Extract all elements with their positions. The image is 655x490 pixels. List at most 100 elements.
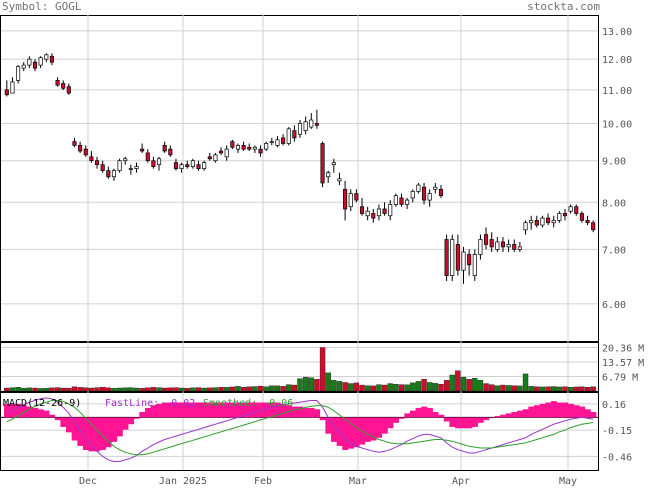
candle-body <box>72 141 77 146</box>
volume-bar <box>584 387 591 392</box>
candle-body <box>179 164 184 169</box>
candle-body <box>185 164 190 167</box>
macd-histogram-bar <box>212 402 219 418</box>
volume-bar <box>319 347 326 392</box>
site-name[interactable]: stockta.com <box>527 0 600 13</box>
macd-histogram-bar <box>20 405 27 418</box>
candle-body <box>78 145 83 152</box>
volume-bar <box>410 382 416 392</box>
macd-histogram-bar <box>342 417 349 450</box>
macd-histogram-bar <box>347 417 354 449</box>
macd-histogram-bar <box>49 414 56 418</box>
volume-bar <box>427 382 433 392</box>
macd-histogram-bar <box>94 417 101 452</box>
volume-bar <box>359 384 365 392</box>
candle-body <box>337 178 342 182</box>
candle-body <box>111 170 116 178</box>
macd-histogram-bar <box>387 417 394 429</box>
volume-bar <box>381 384 388 392</box>
volume-bar <box>545 386 551 392</box>
candle-body <box>49 55 54 63</box>
macd-histogram-bar <box>364 417 371 442</box>
volume-bar <box>173 387 179 392</box>
macd-histogram-bar <box>161 402 168 418</box>
candle-body <box>557 213 562 221</box>
volume-bar <box>235 386 241 392</box>
volume-bar <box>551 386 557 392</box>
macd-histogram-bar <box>319 417 326 421</box>
volume-tick-label: 13.57 M <box>602 358 644 369</box>
volume-bar <box>370 385 376 392</box>
macd-tick-label: -0.15 <box>602 426 632 437</box>
candle-body <box>264 143 269 150</box>
candle-body <box>534 220 539 226</box>
volume-bar <box>88 387 95 392</box>
macd-histogram-bar <box>291 406 298 418</box>
volume-bar <box>438 384 444 392</box>
volume-bar <box>528 386 534 392</box>
candle-body <box>157 158 162 166</box>
candle-body <box>275 139 280 146</box>
macd-fast-line <box>6 397 594 462</box>
volume-bar <box>404 384 410 392</box>
macd-histogram-bar <box>505 413 512 418</box>
candle-body <box>472 254 477 276</box>
volume-bar <box>60 387 66 392</box>
candle-body <box>331 162 336 166</box>
candle-body <box>585 220 590 224</box>
macd-histogram-bar <box>533 405 541 418</box>
candle-body <box>83 148 88 156</box>
macd-histogram-bar <box>466 417 473 429</box>
macd-histogram-bar <box>567 403 574 418</box>
macd-histogram-bar <box>460 417 467 429</box>
x-tick-label: Jan 2025 <box>159 476 207 486</box>
candle-body <box>55 80 60 86</box>
macd-histogram-bar <box>280 403 287 418</box>
price-tick-label: 7.00 <box>602 245 626 256</box>
candle-body <box>100 164 105 172</box>
macd-histogram-bar <box>438 414 445 418</box>
candle-body <box>202 162 207 169</box>
macd-histogram-bar <box>393 417 400 423</box>
volume-bar <box>286 384 292 392</box>
macd-histogram-bar <box>156 403 163 418</box>
volume-bar <box>128 387 134 392</box>
candle-body <box>500 241 506 248</box>
candle-body <box>309 119 314 128</box>
volume-bar <box>579 386 585 392</box>
candle-body <box>224 148 229 158</box>
candle-body <box>123 158 128 162</box>
macd-histogram-bar <box>398 417 405 419</box>
candle-body <box>450 239 455 276</box>
macd-histogram-bar <box>206 402 214 418</box>
macd-histogram-bar <box>426 407 433 418</box>
volume-bar <box>207 387 213 392</box>
volume-bar <box>421 379 427 392</box>
macd-histogram-bar <box>314 409 321 418</box>
volume-bar <box>111 388 117 392</box>
candle-body <box>365 210 370 217</box>
macd-histogram-bar <box>37 409 44 418</box>
macd-histogram-bar <box>60 417 67 427</box>
macd-histogram-bar <box>545 402 552 418</box>
volume-bar <box>178 387 185 392</box>
candle-body <box>247 146 252 150</box>
candle-body <box>523 222 528 231</box>
x-tick-label: May <box>559 476 577 486</box>
macd-histogram-bar <box>415 407 422 418</box>
macd-histogram-bar <box>370 417 377 441</box>
candle-body <box>421 186 427 201</box>
macd-histogram-bar <box>15 403 22 418</box>
price-tick-label: 8.00 <box>602 198 626 209</box>
macd-histogram-bar <box>88 417 95 452</box>
macd-histogram-bar <box>325 417 332 434</box>
candle-body <box>190 160 195 167</box>
volume-bar <box>212 387 219 392</box>
volume-bar <box>156 387 162 392</box>
candle-body <box>38 57 43 66</box>
candle-body <box>416 184 421 192</box>
macd-fast-label: FastLine: -0.02 <box>105 398 195 409</box>
candle-body <box>517 246 522 250</box>
candle-body <box>94 160 100 166</box>
